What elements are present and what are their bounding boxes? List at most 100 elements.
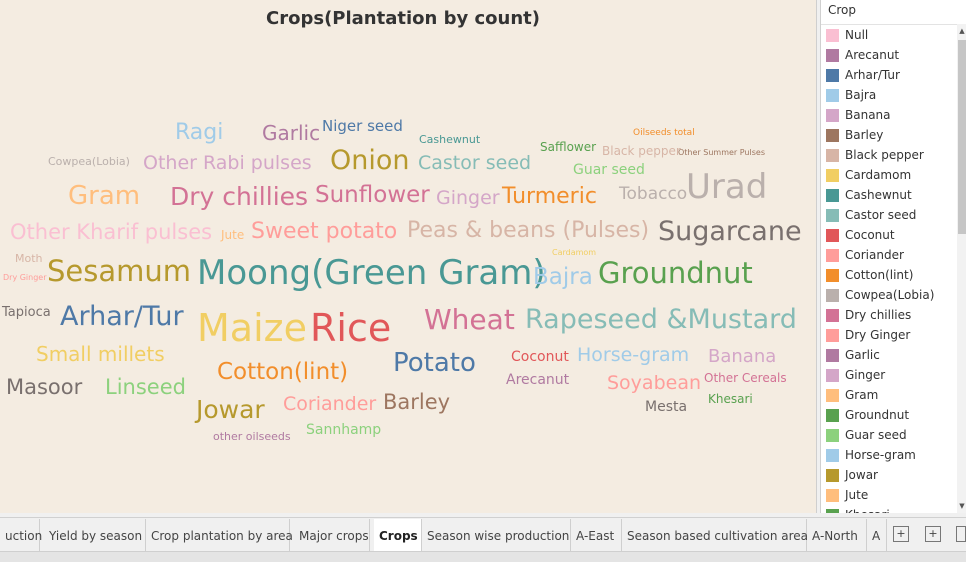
word-small-millets[interactable]: Small millets (36, 342, 165, 366)
word-guar-seed[interactable]: Guar seed (573, 162, 645, 178)
word-oilseeds-total[interactable]: Oilseeds total (633, 128, 695, 138)
legend-item[interactable]: Khesari (821, 505, 957, 513)
sheet-tab[interactable]: uction (0, 519, 42, 552)
legend-item[interactable]: Dry chillies (821, 305, 957, 325)
legend-item[interactable]: Cowpea(Lobia) (821, 285, 957, 305)
word-cotton-lint[interactable]: Cotton(lint) (217, 359, 349, 385)
legend-item[interactable]: Jowar (821, 465, 957, 485)
legend-item[interactable]: Cashewnut (821, 185, 957, 205)
word-groundnut[interactable]: Groundnut (598, 256, 753, 290)
word-other-summer-pulses[interactable]: Other Summer Pulses (678, 148, 765, 157)
legend-item[interactable]: Castor seed (821, 205, 957, 225)
legend-item[interactable]: Coconut (821, 225, 957, 245)
legend-item[interactable]: Garlic (821, 345, 957, 365)
word-rice[interactable]: Rice (310, 306, 392, 350)
scroll-up-icon[interactable]: ▲ (959, 27, 965, 35)
word-onion[interactable]: Onion (330, 145, 410, 176)
legend-item[interactable]: Gram (821, 385, 957, 405)
legend-item[interactable]: Arecanut (821, 45, 957, 65)
sheet-tab[interactable]: Season based cultivation area (622, 519, 808, 552)
word-ginger[interactable]: Ginger (436, 187, 500, 209)
word-bajra[interactable]: Bajra (533, 264, 593, 290)
word-moong-green-gram[interactable]: Moong(Green Gram) (197, 253, 546, 293)
word-urad[interactable]: Urad (686, 167, 768, 207)
word-garlic[interactable]: Garlic (262, 121, 321, 145)
word-jute[interactable]: Jute (221, 228, 245, 242)
word-sannhamp[interactable]: Sannhamp (306, 422, 382, 438)
word-potato[interactable]: Potato (393, 348, 476, 378)
legend-item[interactable]: Ginger (821, 365, 957, 385)
word-linseed[interactable]: Linseed (105, 375, 186, 399)
legend-item[interactable]: Groundnut (821, 405, 957, 425)
word-safflower[interactable]: Safflower (540, 140, 597, 154)
word-other-rabi-pulses[interactable]: Other Rabi pulses (143, 152, 312, 174)
sheet-tab[interactable]: Crop plantation by area (146, 519, 293, 552)
legend-item[interactable]: Dry Ginger (821, 325, 957, 345)
word-sesamum[interactable]: Sesamum (47, 254, 192, 288)
word-black-pepper[interactable]: Black pepper (602, 144, 681, 158)
word-soyabean[interactable]: Soyabean (607, 372, 702, 394)
sheet-tab[interactable]: A-East (571, 519, 622, 552)
word-cashewnut[interactable]: Cashewnut (419, 133, 481, 146)
word-other-kharif-pulses[interactable]: Other Kharif pulses (10, 220, 213, 244)
legend-item[interactable]: Black pepper (821, 145, 957, 165)
legend-item[interactable]: Horse-gram (821, 445, 957, 465)
word-other-oilseeds[interactable]: other oilseeds (213, 430, 291, 443)
word-dry-chillies[interactable]: Dry chillies (170, 182, 309, 211)
sheet-tab[interactable]: A-North (807, 519, 867, 552)
word-horse-gram[interactable]: Horse-gram (577, 344, 690, 366)
new-sheet-icon[interactable]: + (925, 526, 941, 542)
word-banana[interactable]: Banana (708, 346, 777, 367)
scroll-thumb[interactable] (958, 40, 966, 234)
word-dry-ginger[interactable]: Dry Ginger (3, 273, 47, 282)
word-niger-seed[interactable]: Niger seed (322, 117, 403, 135)
word-other-cereals[interactable]: Other Cereals (704, 371, 787, 385)
word-sugarcane[interactable]: Sugarcane (658, 216, 802, 247)
word-jowar[interactable]: Jowar (196, 395, 265, 424)
word-barley[interactable]: Barley (383, 390, 451, 414)
legend-scrollbar[interactable]: ▲ ▼ (957, 24, 966, 513)
legend-item[interactable]: Coriander (821, 245, 957, 265)
word-gram[interactable]: Gram (68, 181, 141, 211)
word-sweet-potato[interactable]: Sweet potato (251, 219, 398, 244)
new-dashboard-icon[interactable]: + (893, 526, 909, 542)
legend-item[interactable]: Banana (821, 105, 957, 125)
legend-item[interactable]: Jute (821, 485, 957, 505)
word-ragi[interactable]: Ragi (175, 120, 224, 145)
word-tapioca[interactable]: Tapioca (2, 305, 51, 320)
word-cowpea-lobia[interactable]: Cowpea(Lobia) (48, 155, 130, 168)
word-maize[interactable]: Maize (197, 306, 307, 350)
sheet-tab[interactable]: Season wise production (422, 519, 571, 552)
legend-item[interactable]: Cardamom (821, 165, 957, 185)
sheet-tab[interactable]: A (867, 519, 887, 552)
word-tobacco[interactable]: Tobacco (619, 184, 688, 204)
word-arhar-tur[interactable]: Arhar/Tur (60, 301, 184, 332)
legend-label: Null (845, 28, 869, 42)
word-mesta[interactable]: Mesta (645, 399, 688, 415)
legend-item[interactable]: Arhar/Tur (821, 65, 957, 85)
new-story-icon[interactable] (956, 526, 966, 542)
word-rapeseed-mustard[interactable]: Rapeseed &Mustard (525, 304, 797, 335)
word-coriander[interactable]: Coriander (283, 393, 377, 415)
word-khesari[interactable]: Khesari (708, 392, 753, 406)
word-wheat[interactable]: Wheat (424, 303, 515, 336)
word-castor-seed[interactable]: Castor seed (418, 152, 532, 174)
legend-item[interactable]: Bajra (821, 85, 957, 105)
word-masoor[interactable]: Masoor (6, 375, 83, 399)
word-arecanut[interactable]: Arecanut (506, 372, 570, 388)
word-cardamom[interactable]: Cardamom (552, 248, 597, 257)
sheet-tab[interactable]: Yield by season (44, 519, 146, 552)
sheet-tab[interactable]: Crops (374, 519, 422, 552)
word-turmeric[interactable]: Turmeric (502, 184, 597, 209)
word-peas-beans-pulses[interactable]: Peas & beans (Pulses) (407, 218, 650, 243)
scroll-down-icon[interactable]: ▼ (959, 502, 965, 510)
word-sunflower[interactable]: Sunflower (315, 182, 430, 208)
sheet-tab[interactable]: Major crops (294, 519, 370, 552)
word-coconut[interactable]: Coconut (511, 349, 569, 365)
legend-item[interactable]: Barley (821, 125, 957, 145)
legend-item[interactable]: Null (821, 25, 957, 45)
word-moth[interactable]: Moth (15, 252, 43, 265)
legend-item[interactable]: Guar seed (821, 425, 957, 445)
legend-item[interactable]: Cotton(lint) (821, 265, 957, 285)
legend-label: Cowpea(Lobia) (845, 288, 935, 302)
